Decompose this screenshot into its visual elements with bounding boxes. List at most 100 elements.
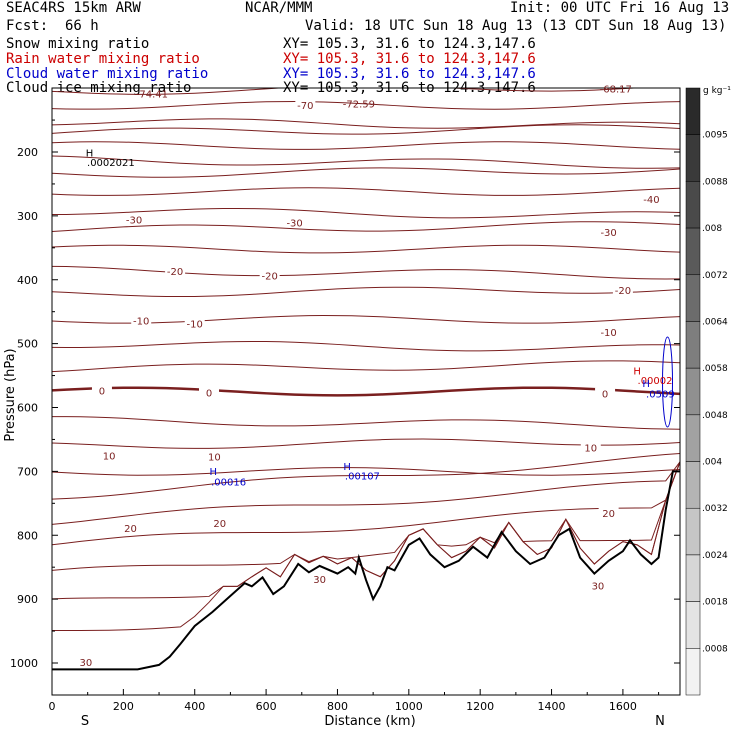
colorbar-label: .0064: [702, 317, 728, 327]
plot-frame: [51, 87, 681, 696]
isotherm-line: [52, 141, 680, 150]
contour-label-bg: [598, 226, 619, 238]
start-label: S: [81, 714, 89, 729]
init-time: Init: 00 UTC Fri 16 Aug 13: [510, 0, 730, 16]
colorbar-swatch: [685, 87, 701, 135]
colorbar-label: .0095: [702, 131, 728, 141]
terrain-line: [52, 470, 680, 671]
y-tick-label: 400: [17, 274, 38, 287]
cloud-water-contour-loop: [662, 336, 674, 428]
colorbar-swatch: [685, 461, 701, 509]
contour-label-bg: [99, 449, 120, 461]
isotherm-line: [52, 101, 680, 110]
isotherm-line: [52, 467, 680, 476]
colorbar-swatch: [685, 554, 701, 602]
contour-label-bg: [204, 450, 225, 462]
extremum-label: -72.59: [343, 99, 375, 110]
isotherm-line: [52, 286, 680, 298]
contour-label-bg: [598, 507, 619, 519]
y-tick-label: 1000: [10, 657, 38, 670]
colorbar-label: .0018: [702, 598, 728, 608]
x-axis-label: Distance (km): [324, 714, 415, 729]
contour-label-bg: [295, 99, 316, 111]
extremum-label: -68.17: [600, 85, 632, 96]
extremum-label: H: [633, 366, 641, 377]
isotherm-label: -10: [600, 328, 616, 339]
colorbar-label: .0024: [702, 551, 728, 561]
y-tick-label: 900: [17, 593, 38, 606]
colorbar-swatch: [685, 507, 701, 556]
extremum-label: .0509: [646, 389, 675, 400]
x-tick-label: 1000: [395, 700, 423, 713]
isotherm-line: [52, 167, 680, 178]
y-tick-label: 200: [17, 146, 38, 159]
colorbar-swatch: [685, 274, 701, 322]
legend-snow-label: Snow mixing ratio: [6, 36, 150, 52]
colorbar-swatch: [685, 181, 701, 229]
colorbar-swatch: [685, 414, 701, 462]
x-tick-label: 1600: [609, 700, 637, 713]
x-tick-label: 1400: [538, 700, 566, 713]
contour-label-bg: [587, 579, 608, 591]
extremum-label: -74.41: [136, 90, 168, 101]
contour-label-bg: [580, 441, 601, 453]
colorbar-label: .0072: [702, 271, 728, 281]
colorbar-label: .0088: [702, 177, 728, 187]
colorbar-swatch: [685, 134, 701, 182]
terrain-surface: [52, 470, 680, 671]
y-tick-label: 600: [17, 402, 38, 415]
isotherm-line: [52, 461, 680, 525]
y-tick-label: 800: [17, 529, 38, 542]
extremum-label: .0002021: [87, 158, 135, 169]
colorbar-label: .0048: [702, 411, 728, 421]
isotherm-label: -70: [297, 101, 313, 112]
isotherm-line: [52, 155, 680, 169]
contour-label-bg: [124, 213, 145, 225]
isotherm-label: 0: [206, 388, 212, 399]
isotherm-label: 10: [103, 452, 116, 463]
isotherm-label: -30: [126, 215, 142, 226]
isotherm-label: 30: [313, 575, 326, 586]
isotherm-label: -30: [600, 228, 616, 239]
isotherm-label: 10: [584, 443, 597, 454]
forecast-hours: 66 h: [65, 18, 99, 34]
model-title: SEAC4RS 15km ARW: [6, 0, 141, 16]
contour-label-bg: [184, 317, 205, 329]
isotherm-line: [52, 221, 680, 233]
legend-snow-xy: XY= 105.3, 31.6 to 124.3,147.6: [283, 36, 536, 52]
colorbar-swatch: [685, 648, 701, 696]
contour-label-bg: [75, 656, 96, 667]
contour-label-bg: [641, 192, 662, 204]
contour-label-bg: [120, 521, 141, 533]
end-label: N: [655, 714, 665, 729]
isotherm-lines: [52, 88, 680, 632]
isotherm-line: [52, 187, 680, 196]
isotherm-line: [52, 88, 641, 95]
x-tick-label: 1200: [466, 700, 494, 713]
contour-label-bg: [259, 269, 280, 281]
extremum-label: H: [642, 379, 650, 390]
colorbar-swatch: [685, 227, 701, 276]
colorbar-label: .004: [702, 458, 722, 468]
contour-label-bg: [612, 284, 633, 296]
legend-cloudwater-xy: XY= 105.3, 31.6 to 124.3,147.6: [283, 66, 536, 82]
contour-label-bg: [309, 572, 330, 584]
valid-time: Valid: 18 UTC Sun 18 Aug 13 (13 CDT Sun …: [305, 18, 727, 34]
isotherm-line: [52, 386, 680, 397]
contour-label-bg: [595, 387, 616, 399]
contour-label-bg: [598, 325, 619, 337]
isotherm-label: -10: [133, 316, 149, 327]
colorbar-swatch: [685, 367, 701, 416]
colorbar-label: .008: [702, 224, 722, 234]
isotherm-line: [52, 461, 680, 632]
isotherm-line: [52, 124, 680, 135]
isotherm-line: [52, 244, 680, 254]
extremum-label: .00107: [345, 472, 380, 483]
isotherm-label: 0: [602, 390, 608, 401]
isotherm-label: -40: [643, 195, 659, 206]
contour-label-bg: [199, 386, 219, 398]
colorbar-label: .0008: [702, 644, 728, 654]
isotherm-label: 0: [99, 387, 105, 398]
